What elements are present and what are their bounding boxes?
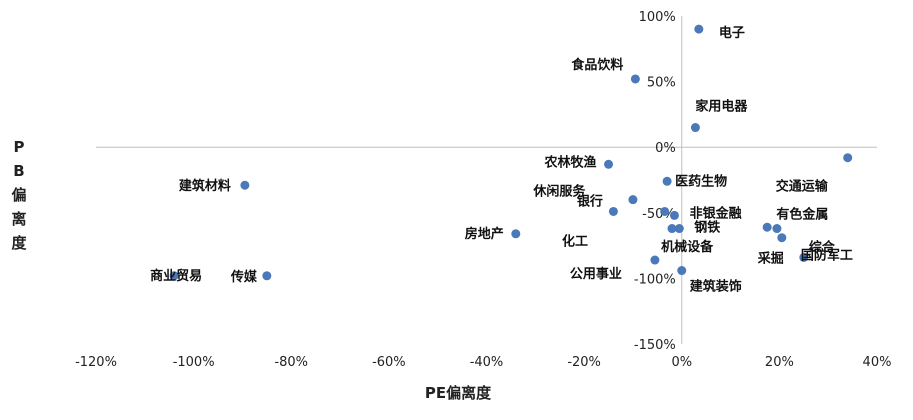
point-label: 农林牧渔 — [544, 154, 597, 170]
point-label: 商业贸易 — [150, 268, 202, 284]
titles-layer: PE偏离度 P B 偏离度 — [11, 138, 492, 402]
scatter-point — [608, 206, 618, 216]
points-layer — [169, 24, 853, 281]
point-label: 建筑装饰 — [690, 279, 742, 295]
scatter-point — [799, 252, 809, 262]
scatter-point — [777, 233, 787, 243]
point-label: 电子 — [719, 25, 745, 41]
scatter-point — [677, 266, 687, 276]
scatter-point — [650, 255, 660, 265]
scatter-point — [843, 153, 853, 163]
scatter-point — [690, 123, 700, 133]
y-tick-label: 0% — [655, 141, 676, 156]
scatter-point — [772, 224, 782, 234]
axes-layer — [96, 16, 877, 344]
scatter-point — [667, 224, 677, 234]
y-tick-label: 100% — [639, 10, 676, 25]
point-label: 食品饮料 — [571, 57, 623, 73]
point-label: 家用电器 — [695, 99, 748, 115]
scatter-point — [511, 229, 521, 239]
point-label: 机械设备 — [661, 239, 714, 255]
scatter-point — [694, 24, 704, 34]
scatter-point — [628, 195, 638, 205]
scatter-point — [762, 222, 772, 232]
point-label: 休闲服务 — [532, 183, 586, 199]
scatter-point — [660, 206, 670, 216]
x-tick-label: 0% — [671, 355, 692, 370]
point-label: 建筑材料 — [179, 178, 231, 194]
point-label: 化工 — [562, 234, 588, 250]
point-label: 国防军工 — [801, 248, 853, 264]
point-label: 交通运输 — [776, 179, 829, 195]
x-tick-label: 20% — [765, 355, 794, 370]
scatter-point — [262, 271, 272, 281]
x-tick-label: -60% — [372, 355, 406, 370]
scatter-point — [630, 74, 640, 84]
point-label: 非银金融 — [690, 205, 742, 221]
x-axis-title: PE偏离度 — [425, 384, 492, 402]
scatter-point — [240, 180, 250, 190]
point-label: 钢铁 — [694, 220, 720, 236]
x-tick-label: 40% — [863, 355, 892, 370]
x-tick-label: -100% — [173, 355, 215, 370]
point-label: 公用事业 — [570, 266, 622, 282]
y-tick-label: 50% — [647, 76, 676, 91]
y-tick-label: -100% — [634, 272, 676, 287]
x-tick-label: -40% — [470, 355, 504, 370]
x-tick-label: -120% — [75, 355, 117, 370]
y-tick-label: -150% — [634, 338, 676, 353]
point-label: 采掘 — [757, 250, 784, 266]
scatter-point — [662, 176, 672, 186]
x-tick-label: -80% — [274, 355, 308, 370]
scatter-point — [669, 210, 679, 220]
point-label: 综合 — [809, 240, 836, 256]
point-label: 传媒 — [230, 269, 258, 285]
point-label: 医药生物 — [675, 173, 727, 189]
point-label: 银行 — [577, 194, 603, 210]
point-label: 有色金属 — [776, 206, 828, 222]
scatter-point — [674, 224, 684, 234]
y-axis-title: P B 偏离度 — [11, 138, 27, 252]
scatter-point — [604, 159, 614, 169]
point-label: 房地产 — [465, 226, 504, 242]
x-tick-label: -20% — [567, 355, 601, 370]
scatter-point — [169, 271, 179, 281]
